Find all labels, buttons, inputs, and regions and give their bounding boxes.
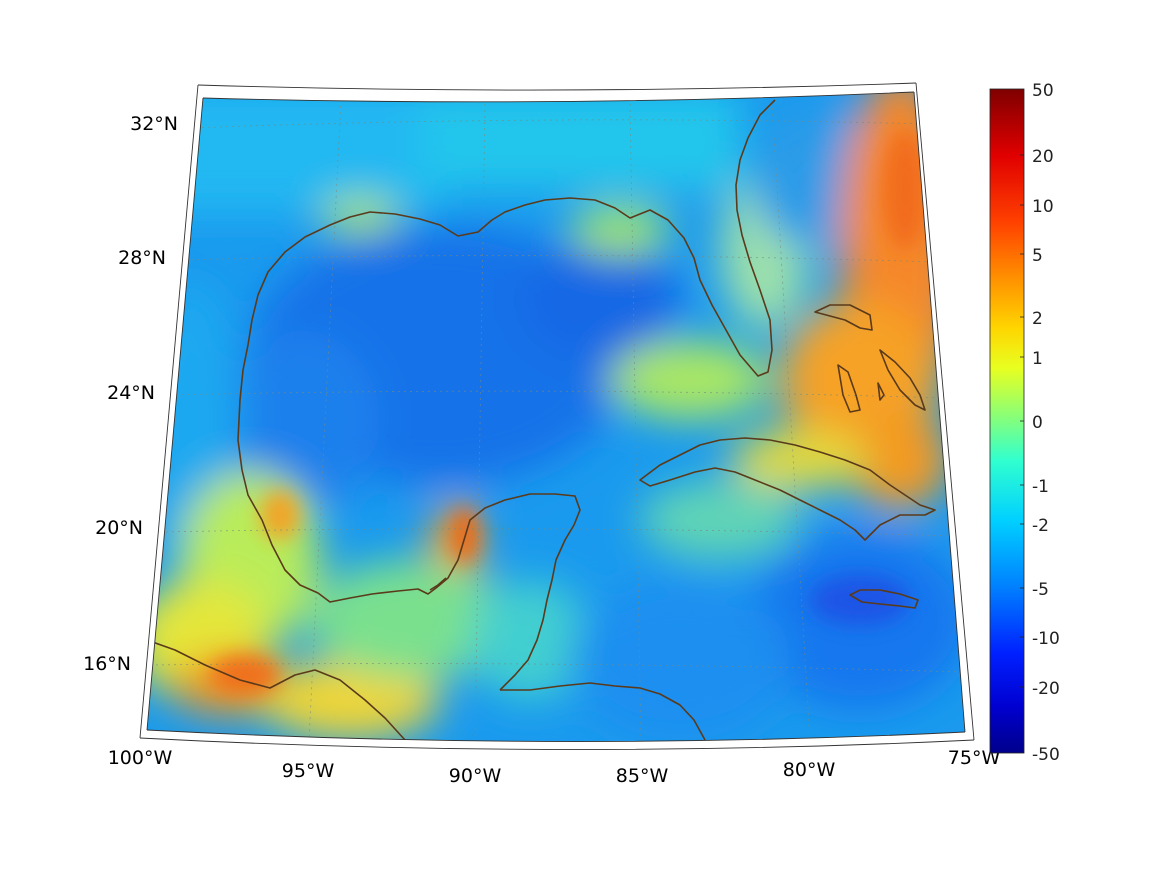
lon-label-75: 75°W bbox=[948, 747, 1001, 769]
colorbar: 50 20 10 5 2 1 0 -1 -2 -5 -10 -20 -50 bbox=[989, 81, 1060, 765]
cb-label: -1 bbox=[1032, 477, 1049, 497]
cuba bbox=[639, 437, 936, 541]
cb-label: -10 bbox=[1032, 629, 1060, 649]
lat-label-20: 20°N bbox=[95, 517, 143, 539]
colorbar-ramp bbox=[989, 88, 1025, 754]
yucatan-west bbox=[429, 577, 447, 591]
lon-label-85: 85°W bbox=[616, 765, 669, 787]
central-america-coast bbox=[500, 682, 706, 741]
pacific-coast bbox=[147, 639, 406, 741]
jamaica bbox=[849, 589, 919, 609]
lon-label-95: 95°W bbox=[282, 760, 335, 782]
us-gulf-coast bbox=[237, 99, 776, 471]
colorbar-ticks bbox=[1020, 154, 1024, 688]
lat-label-16: 16°N bbox=[83, 653, 131, 675]
coastlines bbox=[147, 99, 936, 741]
cb-label: 50 bbox=[1032, 81, 1054, 101]
cb-label: 1 bbox=[1032, 349, 1043, 369]
longitude-labels: 100°W 95°W 90°W 85°W 80°W 75°W bbox=[108, 747, 1001, 787]
cb-label: -50 bbox=[1032, 745, 1060, 765]
cb-label: 0 bbox=[1032, 413, 1043, 433]
cb-label: 20 bbox=[1032, 147, 1054, 167]
lat-label-32: 32°N bbox=[130, 113, 178, 135]
cb-label: -20 bbox=[1032, 679, 1060, 699]
mexico-gulf-coast bbox=[241, 469, 581, 691]
bahamas bbox=[814, 304, 926, 413]
map-frame bbox=[139, 82, 975, 750]
cb-label: 2 bbox=[1032, 309, 1043, 329]
lon-label-80: 80°W bbox=[783, 759, 836, 781]
cb-label: 10 bbox=[1032, 197, 1054, 217]
cb-label: 5 bbox=[1032, 246, 1043, 266]
lat-label-24: 24°N bbox=[107, 382, 155, 404]
cb-label: -2 bbox=[1032, 516, 1049, 536]
lon-label-100: 100°W bbox=[108, 747, 173, 769]
cb-label: -5 bbox=[1032, 580, 1049, 600]
latitude-labels: 32°N 28°N 24°N 20°N 16°N bbox=[83, 113, 178, 675]
data-field bbox=[147, 92, 965, 742]
graticule bbox=[149, 99, 963, 742]
colorbar-labels: 50 20 10 5 2 1 0 -1 -2 -5 -10 -20 -50 bbox=[1032, 81, 1060, 765]
lat-label-28: 28°N bbox=[118, 247, 166, 269]
lon-label-90: 90°W bbox=[449, 765, 502, 787]
